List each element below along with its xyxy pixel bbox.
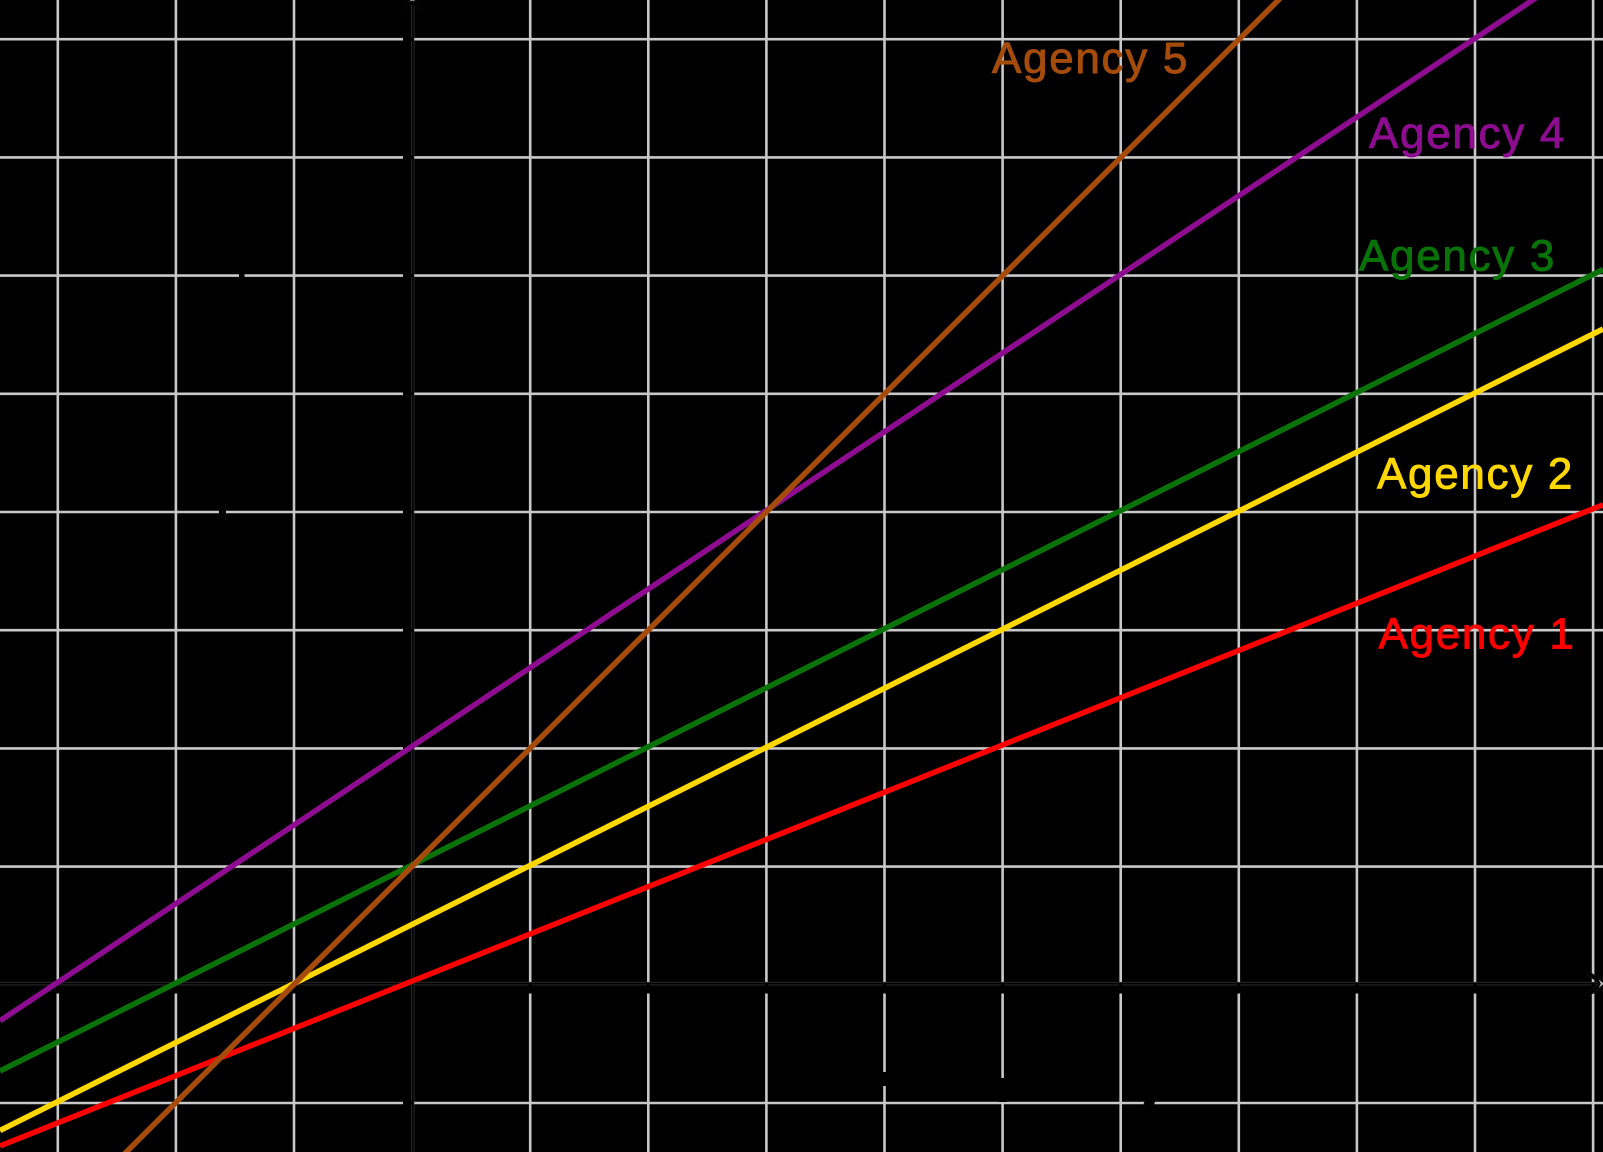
svg-text:Agency 4: Agency 4 — [1369, 109, 1566, 158]
svg-text:Agency 2: Agency 2 — [1377, 449, 1574, 498]
svg-text:Agency 5: Agency 5 — [992, 34, 1189, 83]
svg-text:Agency 1: Agency 1 — [1379, 609, 1576, 658]
svg-text:Agency 3: Agency 3 — [1359, 232, 1556, 281]
